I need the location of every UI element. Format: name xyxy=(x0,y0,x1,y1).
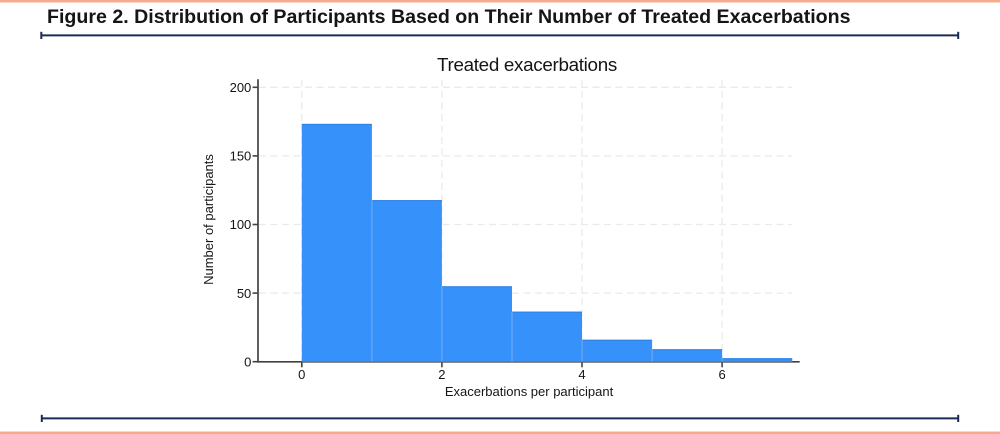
svg-text:200: 200 xyxy=(230,80,252,95)
svg-text:Treated exacerbations: Treated exacerbations xyxy=(437,54,617,75)
svg-text:0: 0 xyxy=(298,367,305,382)
svg-text:150: 150 xyxy=(230,149,252,164)
svg-text:6: 6 xyxy=(718,367,725,382)
svg-text:100: 100 xyxy=(230,217,252,232)
svg-text:4: 4 xyxy=(578,367,585,382)
svg-text:50: 50 xyxy=(237,286,251,301)
svg-text:2: 2 xyxy=(438,367,445,382)
svg-text:Exacerbations per participant: Exacerbations per participant xyxy=(445,384,614,399)
svg-text:Number of participants: Number of participants xyxy=(201,154,216,285)
svg-text:0: 0 xyxy=(244,354,251,369)
svg-text:Figure 2. Distribution of Part: Figure 2. Distribution of Participants B… xyxy=(47,6,851,28)
